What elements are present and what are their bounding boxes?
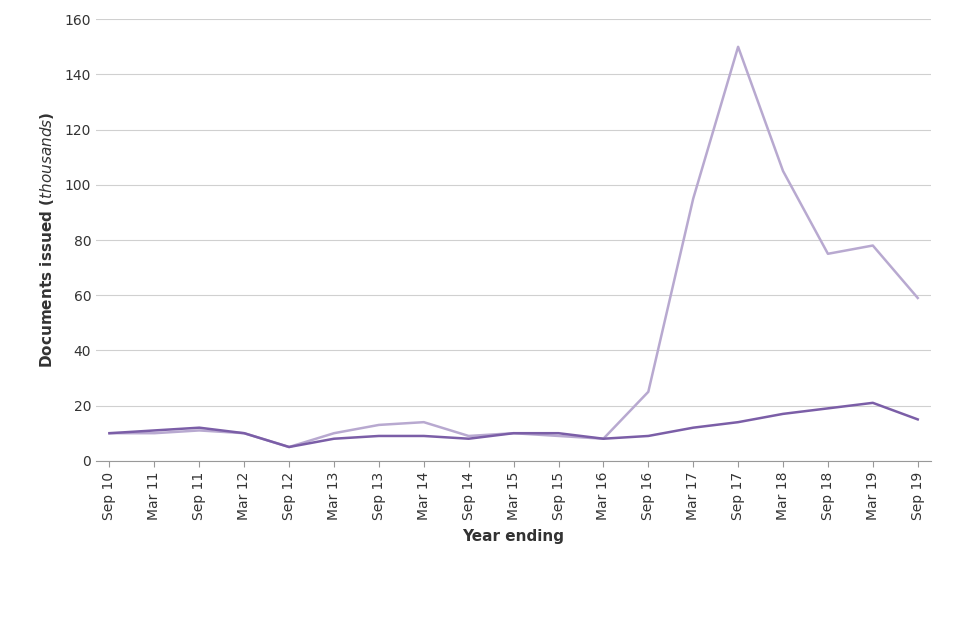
EU xyxy=(194,427,205,435)
EU xyxy=(598,435,610,443)
Non-EU xyxy=(912,415,924,423)
Non-EU xyxy=(778,410,789,418)
EU xyxy=(463,432,474,440)
EU xyxy=(418,419,429,426)
EU xyxy=(149,429,160,437)
EU xyxy=(642,388,654,396)
Non-EU xyxy=(283,443,295,451)
EU xyxy=(778,167,789,175)
Line: Non-EU: Non-EU xyxy=(109,403,918,447)
EU xyxy=(238,429,250,437)
Non-EU xyxy=(867,399,878,406)
EU xyxy=(732,43,744,51)
Y-axis label: Documents issued ($\it{thousands}$): Documents issued ($\it{thousands}$) xyxy=(38,112,57,368)
Non-EU xyxy=(553,429,564,437)
Non-EU xyxy=(732,419,744,426)
EU xyxy=(912,294,924,302)
Non-EU xyxy=(328,435,340,443)
EU xyxy=(508,429,519,437)
X-axis label: Year ending: Year ending xyxy=(463,529,564,544)
Non-EU xyxy=(194,424,205,431)
EU xyxy=(328,429,340,437)
Non-EU xyxy=(149,427,160,435)
Non-EU xyxy=(822,404,833,412)
Non-EU xyxy=(418,432,429,440)
EU xyxy=(104,429,115,437)
Non-EU xyxy=(598,435,610,443)
Non-EU xyxy=(687,424,699,431)
EU xyxy=(553,432,564,440)
EU xyxy=(822,250,833,258)
Non-EU xyxy=(508,429,519,437)
Non-EU xyxy=(238,429,250,437)
Line: EU: EU xyxy=(109,47,918,447)
Non-EU xyxy=(463,435,474,443)
Non-EU xyxy=(373,432,385,440)
EU xyxy=(373,421,385,429)
Non-EU xyxy=(104,429,115,437)
EU xyxy=(283,443,295,451)
EU xyxy=(867,242,878,250)
EU xyxy=(687,195,699,202)
Non-EU xyxy=(642,432,654,440)
